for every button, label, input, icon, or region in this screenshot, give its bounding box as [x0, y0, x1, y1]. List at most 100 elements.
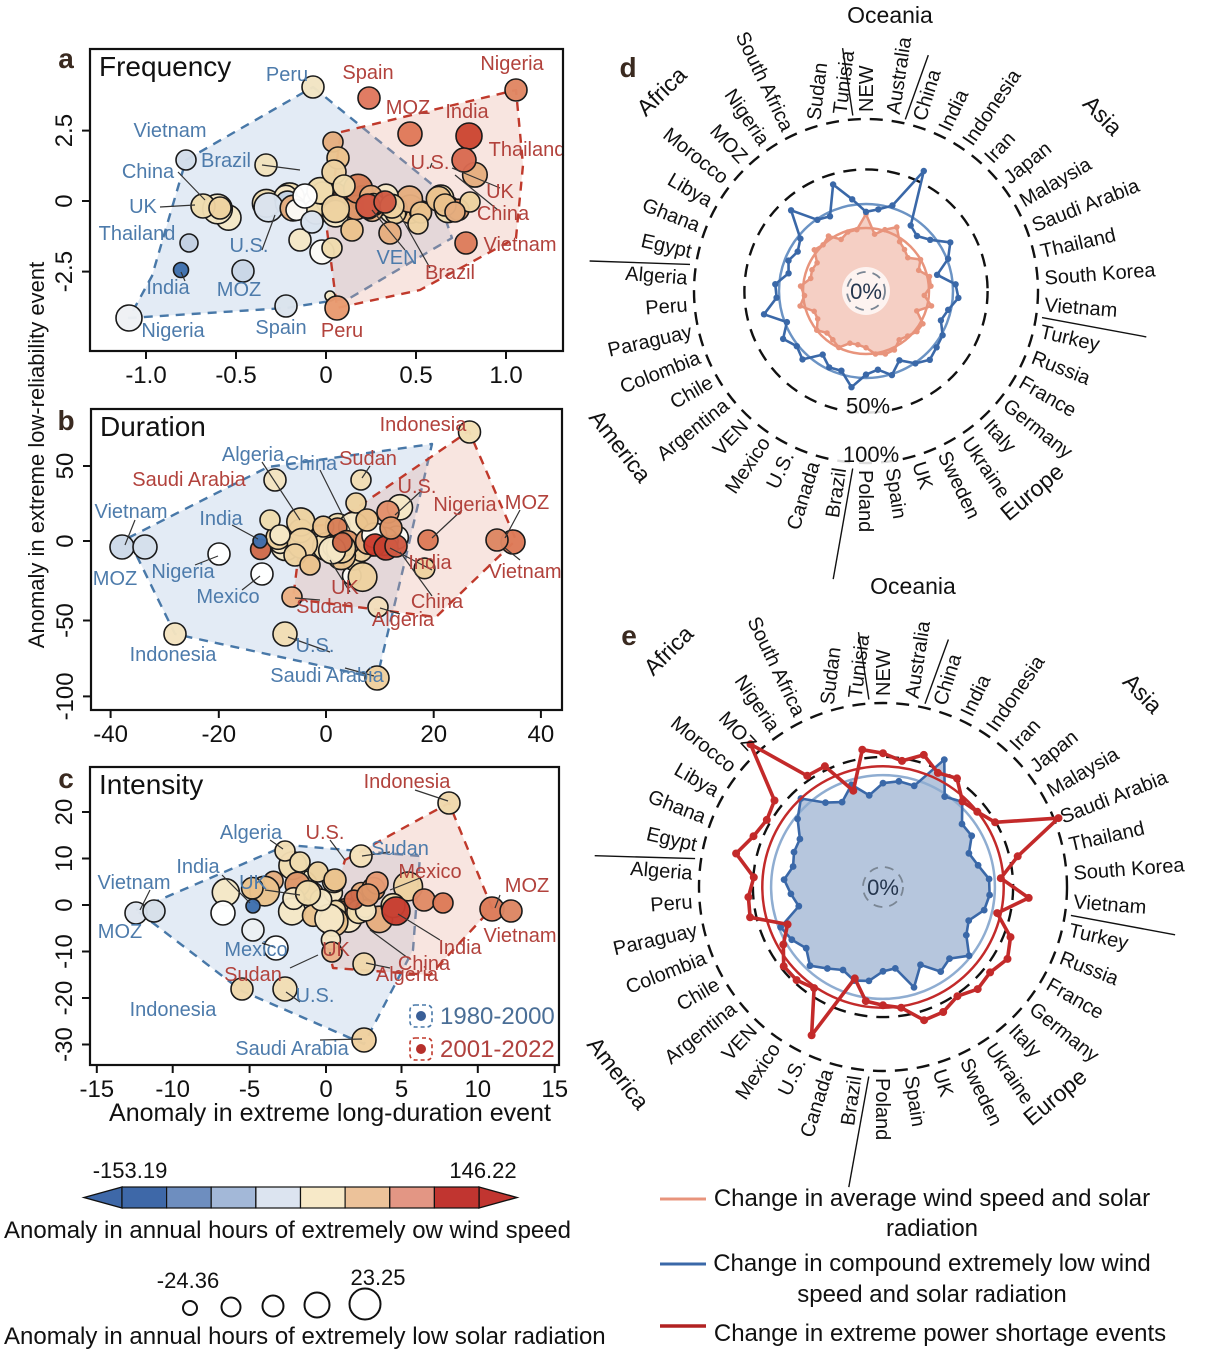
svg-text:50: 50 — [52, 453, 79, 480]
svg-text:Nigeria: Nigeria — [151, 561, 215, 583]
svg-text:Vietnam: Vietnam — [94, 501, 167, 523]
svg-text:Saudi Arabia: Saudi Arabia — [132, 469, 246, 491]
svg-text:Vietnam: Vietnam — [488, 561, 561, 583]
svg-text:Indonesia: Indonesia — [130, 644, 218, 666]
svg-text:50%: 50% — [846, 394, 890, 419]
svg-text:-0.5: -0.5 — [215, 362, 256, 389]
svg-text:U.S.: U.S. — [296, 635, 335, 657]
svg-text:Nigeria: Nigeria — [480, 53, 544, 75]
svg-text:Change in average wind speed a: Change in average wind speed and solar — [714, 1185, 1150, 1212]
svg-text:Algeria: Algeria — [222, 444, 285, 466]
svg-text:China: China — [398, 953, 451, 975]
svg-text:0: 0 — [52, 534, 79, 547]
svg-text:U.S.: U.S. — [411, 152, 450, 174]
svg-text:-5: -5 — [239, 1076, 260, 1103]
svg-text:China: China — [122, 161, 175, 183]
svg-text:MOZ: MOZ — [93, 568, 137, 590]
svg-text:China: China — [285, 453, 338, 475]
svg-text:15: 15 — [541, 1076, 568, 1103]
svg-text:Vietnam: Vietnam — [1044, 294, 1118, 321]
svg-text:MOZ: MOZ — [98, 921, 142, 943]
svg-text:Algeria: Algeria — [372, 609, 435, 631]
svg-text:-20: -20 — [51, 981, 78, 1016]
svg-text:0: 0 — [51, 898, 78, 911]
svg-text:Algeria: Algeria — [376, 964, 439, 986]
svg-text:2001-2022: 2001-2022 — [440, 1036, 555, 1063]
svg-text:2.5: 2.5 — [51, 114, 78, 147]
svg-text:b: b — [57, 405, 74, 436]
svg-text:-10: -10 — [51, 934, 78, 969]
svg-text:Intensity: Intensity — [99, 769, 203, 800]
svg-text:India: India — [445, 101, 489, 123]
svg-text:5: 5 — [395, 1076, 408, 1103]
svg-text:-15: -15 — [79, 1076, 114, 1103]
svg-text:20: 20 — [420, 721, 447, 748]
svg-text:Peru: Peru — [266, 64, 308, 86]
svg-text:U.S.: U.S. — [296, 985, 335, 1007]
svg-text:UK: UK — [331, 577, 359, 599]
svg-text:Oceania: Oceania — [870, 573, 956, 599]
svg-text:10: 10 — [51, 845, 78, 872]
svg-text:Indonesia: Indonesia — [380, 414, 468, 436]
svg-text:Algeria: Algeria — [630, 858, 695, 885]
svg-text:Anomaly in extreme low-reliabi: Anomaly in extreme low-reliability event — [24, 262, 49, 648]
svg-text:U.S.: U.S. — [230, 235, 269, 257]
svg-text:Oceania: Oceania — [847, 2, 933, 28]
svg-text:MOZ: MOZ — [217, 279, 261, 301]
svg-text:c: c — [58, 763, 74, 794]
svg-text:Vietnam: Vietnam — [483, 234, 556, 256]
svg-text:-2.5: -2.5 — [51, 251, 78, 292]
svg-text:MOZ: MOZ — [505, 875, 549, 897]
svg-text:146.22: 146.22 — [449, 1158, 516, 1183]
svg-text:-20: -20 — [201, 721, 236, 748]
svg-text:India: India — [146, 277, 190, 299]
svg-text:Mexico: Mexico — [196, 586, 259, 608]
svg-text:UK: UK — [322, 939, 350, 961]
svg-text:Vietnam: Vietnam — [133, 120, 206, 142]
svg-text:40: 40 — [528, 721, 555, 748]
svg-text:Sudan: Sudan — [224, 964, 282, 986]
svg-text:Anomaly in extreme long-durati: Anomaly in extreme long-duration event — [109, 1099, 551, 1127]
svg-text:Algeria: Algeria — [625, 263, 690, 290]
svg-text:speed and solar radiation: speed and solar radiation — [797, 1281, 1067, 1308]
svg-text:Anomaly in annual hours of ext: Anomaly in annual hours of extremely low… — [4, 1323, 606, 1350]
svg-text:0.5: 0.5 — [399, 362, 432, 389]
svg-text:Mexico: Mexico — [398, 861, 461, 883]
svg-text:0: 0 — [319, 721, 332, 748]
svg-text:-40: -40 — [93, 721, 128, 748]
svg-text:20: 20 — [51, 799, 78, 826]
svg-text:0%: 0% — [867, 875, 899, 900]
svg-text:Indonesia: Indonesia — [130, 999, 218, 1021]
svg-text:Saudi Arabia: Saudi Arabia — [235, 1038, 349, 1060]
svg-text:Brazil: Brazil — [425, 262, 475, 284]
svg-text:UK: UK — [129, 196, 157, 218]
svg-text:U.S.: U.S. — [306, 822, 345, 844]
svg-text:0: 0 — [51, 194, 78, 207]
svg-text:Indonesia: Indonesia — [364, 771, 452, 793]
svg-text:Spain: Spain — [342, 62, 393, 84]
svg-text:UK: UK — [239, 872, 267, 894]
svg-text:a: a — [58, 43, 74, 74]
svg-text:Vietnam: Vietnam — [1073, 891, 1147, 918]
svg-text:-30: -30 — [51, 1027, 78, 1062]
svg-text:Mexico: Mexico — [224, 939, 287, 961]
svg-text:0%: 0% — [850, 279, 882, 304]
svg-text:-50: -50 — [52, 603, 79, 638]
svg-text:MOZ: MOZ — [505, 492, 549, 514]
svg-text:Change in extreme power shorta: Change in extreme power shortage events — [714, 1320, 1166, 1347]
svg-text:U.S.: U.S. — [398, 476, 437, 498]
svg-text:0: 0 — [319, 362, 332, 389]
svg-text:India: India — [199, 508, 243, 530]
svg-text:Thailand: Thailand — [489, 139, 566, 161]
svg-text:Frequency: Frequency — [99, 51, 231, 82]
svg-text:23.25: 23.25 — [350, 1265, 405, 1290]
svg-text:radiation: radiation — [886, 1215, 978, 1242]
svg-text:Algeria: Algeria — [220, 822, 283, 844]
svg-text:Poland: Poland — [854, 470, 876, 532]
svg-text:Sudan: Sudan — [339, 448, 397, 470]
svg-text:Peru: Peru — [321, 320, 363, 342]
svg-text:Spain: Spain — [255, 317, 306, 339]
svg-text:NEW: NEW — [856, 65, 878, 112]
svg-text:e: e — [621, 620, 637, 651]
svg-text:Change in compound extremely l: Change in compound extremely low wind — [713, 1250, 1151, 1277]
